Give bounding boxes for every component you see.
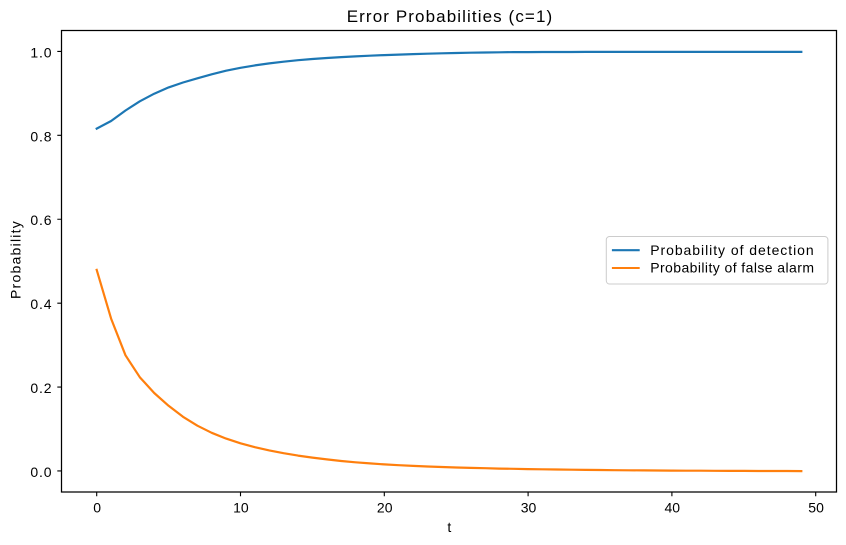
svg-text:0.0: 0.0: [30, 464, 52, 480]
svg-text:0.4: 0.4: [30, 296, 52, 312]
svg-text:0.2: 0.2: [30, 380, 52, 396]
svg-text:20: 20: [377, 499, 393, 515]
svg-text:0.8: 0.8: [30, 128, 52, 144]
svg-text:Probability of detection: Probability of detection: [650, 242, 814, 258]
svg-text:Error Probabilities (c=1): Error Probabilities (c=1): [347, 7, 554, 26]
svg-text:Probability: Probability: [8, 220, 24, 299]
svg-text:0.6: 0.6: [30, 212, 52, 228]
svg-text:30: 30: [521, 499, 537, 515]
svg-text:t: t: [447, 519, 451, 535]
svg-text:40: 40: [665, 499, 681, 515]
svg-text:1.0: 1.0: [30, 44, 52, 60]
svg-text:50: 50: [808, 499, 824, 515]
svg-text:0: 0: [93, 499, 101, 515]
svg-text:10: 10: [233, 499, 249, 515]
svg-text:Probability of false alarm: Probability of false alarm: [650, 260, 814, 276]
